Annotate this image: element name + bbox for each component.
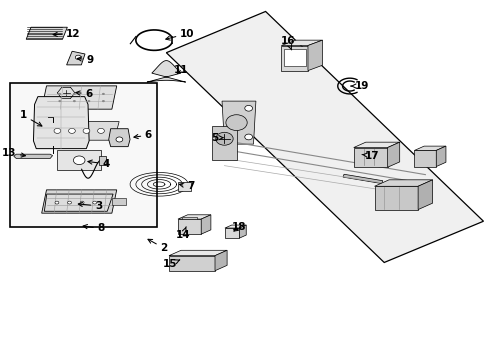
Polygon shape bbox=[343, 174, 382, 184]
Circle shape bbox=[93, 201, 97, 204]
Polygon shape bbox=[307, 40, 322, 71]
Polygon shape bbox=[33, 96, 89, 149]
Polygon shape bbox=[14, 154, 53, 158]
Circle shape bbox=[55, 201, 59, 204]
Polygon shape bbox=[108, 129, 130, 147]
Polygon shape bbox=[44, 122, 119, 140]
Circle shape bbox=[215, 132, 233, 145]
Polygon shape bbox=[169, 250, 226, 256]
Circle shape bbox=[58, 100, 61, 102]
Text: 13: 13 bbox=[2, 148, 25, 158]
Text: 10: 10 bbox=[165, 29, 194, 40]
Circle shape bbox=[244, 105, 252, 111]
Text: 9: 9 bbox=[77, 55, 93, 65]
Polygon shape bbox=[169, 256, 215, 271]
Circle shape bbox=[68, 129, 75, 134]
Polygon shape bbox=[239, 225, 246, 238]
Text: 5: 5 bbox=[211, 133, 223, 143]
Polygon shape bbox=[215, 250, 226, 271]
Text: 19: 19 bbox=[350, 81, 369, 91]
Polygon shape bbox=[414, 146, 445, 150]
Circle shape bbox=[73, 93, 76, 95]
Polygon shape bbox=[41, 190, 117, 213]
Polygon shape bbox=[374, 180, 432, 186]
Polygon shape bbox=[353, 142, 399, 148]
Polygon shape bbox=[281, 45, 307, 71]
Circle shape bbox=[102, 100, 104, 102]
Text: 6: 6 bbox=[134, 130, 152, 140]
Text: 4: 4 bbox=[88, 159, 109, 169]
Text: 8: 8 bbox=[83, 224, 104, 233]
Text: 18: 18 bbox=[231, 222, 246, 232]
Polygon shape bbox=[99, 156, 105, 165]
Circle shape bbox=[54, 129, 61, 134]
Polygon shape bbox=[57, 150, 101, 170]
Polygon shape bbox=[387, 142, 399, 167]
Polygon shape bbox=[166, 12, 483, 262]
Polygon shape bbox=[417, 180, 432, 210]
Polygon shape bbox=[201, 215, 210, 234]
Circle shape bbox=[87, 100, 90, 102]
Polygon shape bbox=[374, 186, 417, 210]
Circle shape bbox=[80, 201, 84, 204]
Text: 11: 11 bbox=[174, 64, 188, 75]
Bar bbox=[178, 182, 190, 191]
Polygon shape bbox=[147, 60, 185, 82]
Polygon shape bbox=[41, 86, 117, 109]
Bar bbox=[10, 83, 156, 226]
Polygon shape bbox=[182, 217, 197, 219]
Polygon shape bbox=[281, 40, 322, 45]
Circle shape bbox=[58, 93, 61, 95]
Polygon shape bbox=[224, 225, 246, 228]
Circle shape bbox=[83, 129, 90, 134]
Circle shape bbox=[75, 55, 81, 59]
Text: 17: 17 bbox=[361, 150, 379, 161]
Text: 3: 3 bbox=[78, 201, 102, 211]
Polygon shape bbox=[353, 148, 387, 167]
Polygon shape bbox=[44, 194, 113, 211]
Circle shape bbox=[116, 137, 122, 142]
Polygon shape bbox=[435, 146, 445, 167]
Circle shape bbox=[73, 156, 85, 165]
Polygon shape bbox=[26, 27, 67, 39]
Polygon shape bbox=[222, 101, 255, 144]
Polygon shape bbox=[112, 198, 126, 205]
Circle shape bbox=[73, 100, 76, 102]
Circle shape bbox=[102, 93, 104, 95]
Text: 14: 14 bbox=[176, 227, 190, 239]
Polygon shape bbox=[212, 126, 236, 160]
Text: 2: 2 bbox=[148, 239, 167, 253]
Polygon shape bbox=[283, 49, 305, 66]
Text: 7: 7 bbox=[179, 181, 194, 192]
Polygon shape bbox=[224, 228, 239, 238]
Text: 6: 6 bbox=[76, 89, 92, 99]
Text: 15: 15 bbox=[162, 259, 180, 269]
Polygon shape bbox=[178, 215, 210, 219]
Circle shape bbox=[244, 134, 252, 140]
Circle shape bbox=[87, 93, 90, 95]
Circle shape bbox=[225, 115, 247, 131]
Circle shape bbox=[67, 201, 71, 204]
Text: 12: 12 bbox=[53, 29, 81, 39]
Text: 1: 1 bbox=[20, 111, 42, 126]
Circle shape bbox=[98, 129, 104, 134]
Polygon shape bbox=[66, 51, 85, 65]
Text: 16: 16 bbox=[280, 36, 295, 50]
Polygon shape bbox=[178, 219, 201, 234]
Polygon shape bbox=[414, 150, 435, 167]
